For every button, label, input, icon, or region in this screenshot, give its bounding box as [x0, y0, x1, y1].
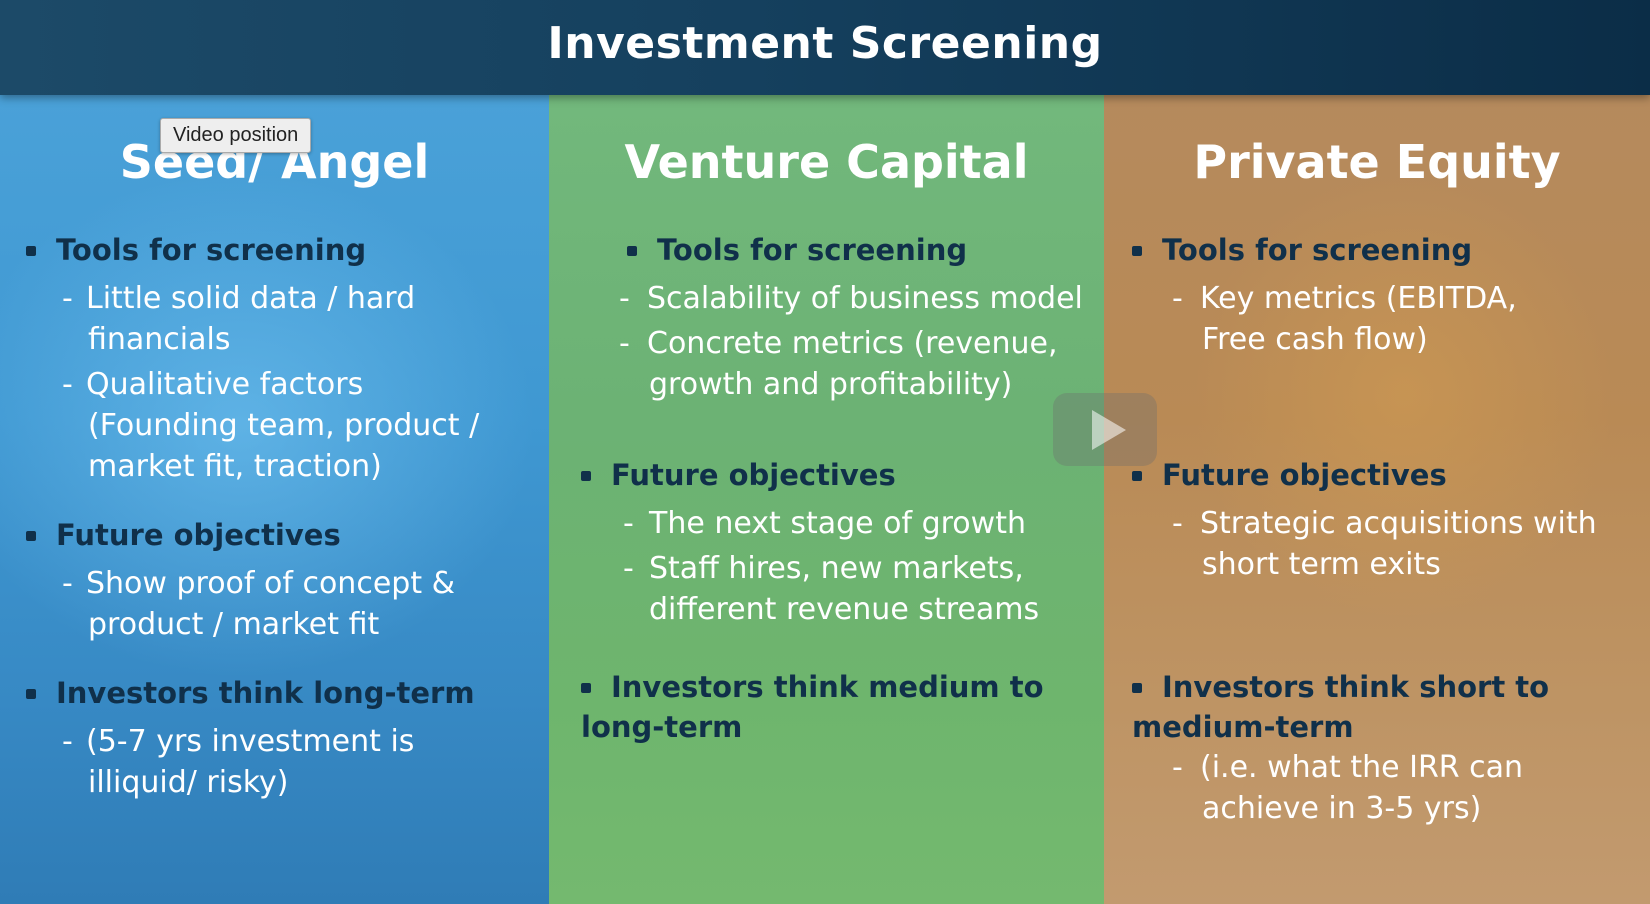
play-button[interactable] — [1053, 393, 1157, 466]
column-heading-private-equity: Private Equity — [1193, 135, 1561, 189]
section-heading-continued: long-term — [581, 710, 743, 744]
bullet-icon — [627, 246, 637, 256]
bullet-icon — [1132, 471, 1142, 481]
section-investors-think: Investors think medium to long-term — [581, 667, 1081, 747]
section-heading: Investors think long-term — [56, 676, 475, 710]
bullet-icon — [581, 683, 591, 693]
list-item: - Qualitative factors (Founding team, pr… — [62, 367, 480, 484]
slide-title: Investment Screening — [547, 18, 1103, 69]
section-heading: Investors think medium to — [611, 670, 1044, 704]
column-seed-angel: Seed/ Angel Tools for screening - Little… — [0, 95, 549, 904]
list-item: - Concrete metrics (revenue, growth and … — [619, 326, 1058, 402]
list-item: - Key metrics (EBITDA, Free cash flow) — [1172, 281, 1517, 357]
list-item: - The next stage of growth — [623, 506, 1026, 541]
section-investors-think: Investors think short to medium-term - (… — [1132, 667, 1632, 829]
section-future-objectives: Future objectives - The next stage of gr… — [581, 455, 1091, 630]
section-heading: Tools for screening — [1162, 233, 1473, 267]
section-heading: Future objectives — [611, 458, 896, 492]
bullet-icon — [26, 246, 36, 256]
section-heading: Future objectives — [56, 518, 341, 552]
section-heading: Investors think short to — [1162, 670, 1550, 704]
section-future-objectives: Future objectives - Strategic acquisitio… — [1132, 455, 1632, 585]
section-tools-for-screening: Tools for screening - Little solid data … — [26, 230, 526, 487]
column-venture-capital: Venture Capital Tools for screening - Sc… — [549, 95, 1104, 904]
bullet-icon — [581, 471, 591, 481]
section-heading-continued: medium-term — [1132, 710, 1354, 744]
list-item: - Scalability of business model — [619, 281, 1083, 316]
bullet-icon — [1132, 246, 1142, 256]
play-icon — [1092, 409, 1126, 450]
list-item: - Staff hires, new markets, different re… — [623, 551, 1040, 627]
section-heading: Future objectives — [1162, 458, 1447, 492]
section-tools-for-screening: Tools for screening - Scalability of bus… — [619, 230, 1097, 405]
column-private-equity: Private Equity Tools for screening - Key… — [1104, 95, 1650, 904]
bullet-icon — [26, 689, 36, 699]
bullet-icon — [1132, 683, 1142, 693]
column-heading-venture-capital: Venture Capital — [624, 135, 1029, 189]
list-item: - Strategic acquisitions with short term… — [1172, 506, 1597, 582]
list-item: - Show proof of concept & product / mark… — [62, 566, 456, 642]
section-heading: Tools for screening — [657, 233, 968, 267]
bullet-icon — [26, 531, 36, 541]
video-position-tooltip: Video position — [160, 118, 312, 153]
list-item: - Little solid data / hard financials — [62, 281, 416, 357]
slide-header: Investment Screening — [0, 0, 1650, 95]
section-future-objectives: Future objectives - Show proof of concep… — [26, 515, 526, 645]
section-tools-for-screening: Tools for screening - Key metrics (EBITD… — [1132, 230, 1632, 360]
section-heading: Tools for screening — [56, 233, 367, 267]
list-item: - (5-7 yrs investment is illiquid/ risky… — [62, 724, 415, 800]
section-investors-think: Investors think long-term - (5-7 yrs inv… — [26, 673, 536, 803]
list-item: - (i.e. what the IRR can achieve in 3-5 … — [1172, 750, 1524, 826]
